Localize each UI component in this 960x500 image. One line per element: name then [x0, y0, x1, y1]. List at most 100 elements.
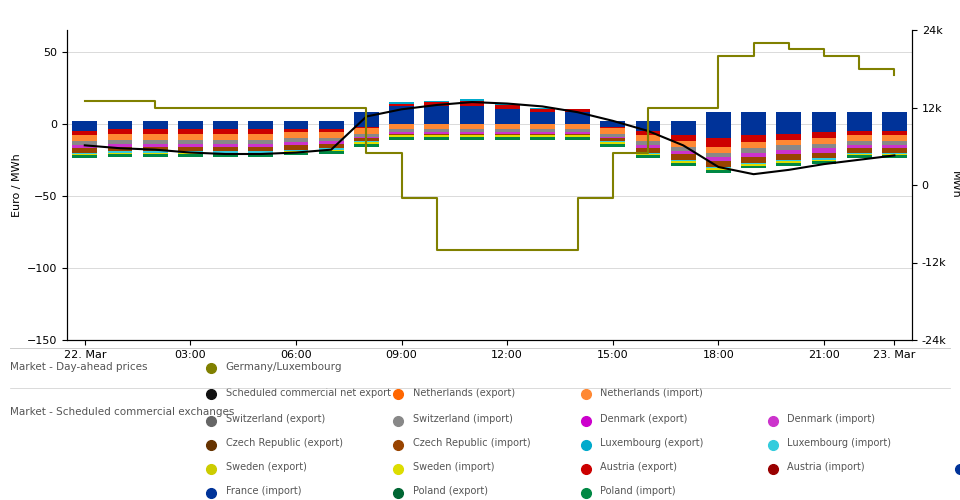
Bar: [143, 134, 167, 140]
Bar: [741, 124, 766, 136]
Text: Switzerland (export): Switzerland (export): [226, 414, 324, 424]
Bar: [424, 100, 449, 102]
Bar: [284, 132, 308, 138]
Bar: [741, 148, 766, 152]
Bar: [741, 157, 766, 162]
Bar: [213, 151, 238, 152]
Bar: [741, 164, 766, 166]
Bar: [811, 148, 836, 152]
Bar: [706, 152, 731, 157]
Bar: [565, 134, 589, 136]
Text: Denmark (import): Denmark (import): [787, 414, 876, 424]
Bar: [424, 102, 449, 106]
Bar: [319, 130, 344, 132]
Text: Czech Republic (import): Czech Republic (import): [413, 438, 531, 448]
Bar: [741, 166, 766, 168]
Bar: [601, 138, 625, 141]
Text: Poland (import): Poland (import): [600, 486, 676, 496]
Bar: [390, 106, 414, 124]
Bar: [319, 138, 344, 141]
Bar: [601, 126, 625, 128]
Bar: [390, 134, 414, 136]
Bar: [143, 151, 167, 152]
Text: Switzerland (import): Switzerland (import): [413, 414, 513, 424]
Bar: [565, 130, 589, 132]
Bar: [671, 147, 695, 151]
Bar: [811, 132, 836, 138]
Text: Luxembourg (export): Luxembourg (export): [600, 438, 704, 448]
Bar: [284, 150, 308, 151]
Bar: [390, 104, 414, 106]
Bar: [882, 136, 906, 141]
Bar: [636, 131, 660, 136]
Bar: [143, 130, 167, 134]
Bar: [530, 112, 555, 124]
Bar: [741, 142, 766, 148]
Bar: [882, 124, 906, 131]
Bar: [73, 136, 97, 141]
Bar: [284, 142, 308, 146]
Text: Scheduled commercial net export: Scheduled commercial net export: [226, 388, 391, 398]
Text: Sweden (export): Sweden (export): [226, 462, 306, 472]
Bar: [178, 151, 203, 152]
Bar: [811, 158, 836, 160]
Bar: [354, 134, 378, 136]
Text: Germany/Luxembourg: Germany/Luxembourg: [226, 362, 342, 372]
Bar: [706, 147, 731, 152]
Bar: [108, 154, 132, 157]
Bar: [882, 146, 906, 148]
Bar: [108, 124, 132, 130]
Bar: [777, 124, 801, 134]
Bar: [73, 124, 97, 131]
Bar: [213, 124, 238, 130]
Bar: [777, 161, 801, 162]
Bar: [811, 112, 836, 124]
Bar: [108, 140, 132, 144]
Bar: [249, 140, 273, 144]
Bar: [636, 154, 660, 156]
Text: Poland (export): Poland (export): [413, 486, 488, 496]
Text: Denmark (export): Denmark (export): [600, 414, 687, 424]
Text: Sweden (import): Sweden (import): [413, 462, 494, 472]
Bar: [601, 124, 625, 126]
Bar: [424, 134, 449, 136]
Bar: [882, 131, 906, 136]
Bar: [108, 144, 132, 147]
Bar: [530, 132, 555, 134]
Text: Luxembourg (import): Luxembourg (import): [787, 438, 891, 448]
Bar: [671, 154, 695, 160]
Bar: [319, 121, 344, 124]
Bar: [213, 144, 238, 147]
Bar: [565, 112, 589, 124]
Text: Austria (export): Austria (export): [600, 462, 677, 472]
Bar: [671, 136, 695, 141]
Bar: [178, 147, 203, 151]
Bar: [530, 136, 555, 140]
Bar: [213, 134, 238, 140]
Bar: [460, 100, 484, 106]
Bar: [460, 136, 484, 140]
Bar: [882, 141, 906, 146]
Bar: [706, 138, 731, 147]
Bar: [671, 162, 695, 166]
Bar: [706, 157, 731, 161]
Bar: [424, 132, 449, 134]
Bar: [601, 121, 625, 124]
Bar: [390, 124, 414, 130]
Bar: [847, 152, 872, 154]
Bar: [847, 141, 872, 146]
Bar: [143, 124, 167, 130]
Bar: [495, 130, 519, 132]
Bar: [777, 134, 801, 140]
Bar: [847, 154, 872, 156]
Bar: [882, 112, 906, 124]
Bar: [847, 136, 872, 141]
Bar: [847, 146, 872, 148]
Bar: [601, 128, 625, 134]
Bar: [777, 140, 801, 145]
Bar: [73, 131, 97, 136]
Bar: [178, 130, 203, 134]
Bar: [108, 151, 132, 152]
Bar: [249, 154, 273, 157]
Bar: [178, 140, 203, 144]
